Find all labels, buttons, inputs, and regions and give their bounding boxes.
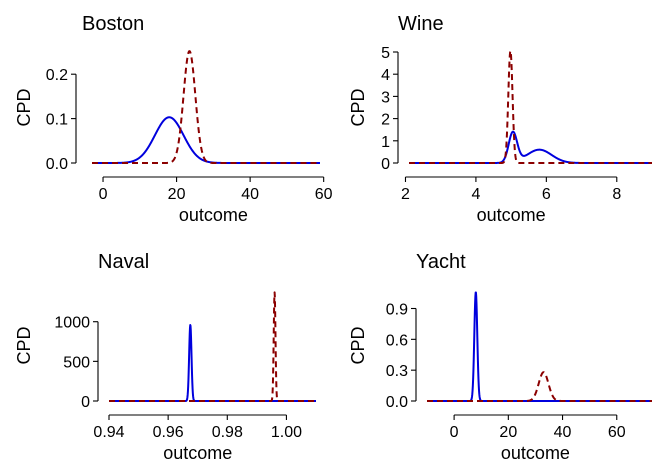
dashed-density-line [91, 50, 321, 164]
dashed-density-line [408, 49, 653, 164]
x-tick-label: 4 [471, 186, 480, 203]
x-axis-label: outcome [477, 205, 546, 225]
solid-density-line [426, 291, 653, 402]
panel-title: Yacht [416, 251, 466, 273]
x-tick-label: 0.94 [93, 424, 124, 441]
y-tick-label: 5 [381, 45, 390, 62]
panel-title: Boston [82, 13, 144, 35]
solid-density-line [91, 116, 321, 164]
x-tick-label: 60 [608, 424, 626, 441]
y-tick-label: 4 [381, 67, 390, 84]
y-tick-label: 0 [381, 156, 390, 173]
y-tick-label: 3 [381, 89, 390, 106]
x-tick-label: 0 [450, 424, 459, 441]
x-tick-label: 0.98 [212, 424, 243, 441]
y-tick-label: 0.2 [46, 67, 68, 84]
x-tick-label: 8 [612, 186, 621, 203]
panel-naval: Naval 0.94 0.96 0.98 1.00 outcome 0 500 1000 CPD [14, 251, 317, 461]
y-tick-label: 0.3 [386, 363, 408, 380]
panel-wine: Wine 2 4 6 8 outcome 0 1 2 3 4 5 CPD [348, 13, 653, 225]
y-tick-label: 0.9 [386, 302, 408, 319]
panel-title: Naval [98, 251, 149, 273]
dashed-density-line [426, 371, 653, 402]
panel-yacht: Yacht 0 20 40 60 outcome 0.0 0.3 0.6 0.9 CPD [348, 251, 653, 461]
x-axis-label: outcome [179, 205, 248, 225]
x-tick-label: 20 [168, 186, 186, 203]
x-tick-label: 60 [315, 186, 333, 203]
solid-density-line [108, 324, 317, 402]
x-axis-label: outcome [501, 443, 570, 461]
x-tick-label: 0 [99, 186, 108, 203]
y-tick-label: 0.0 [386, 394, 408, 411]
y-tick-label: 2 [381, 112, 390, 129]
y-axis-label: CPD [14, 88, 34, 126]
x-axis-label: outcome [163, 443, 232, 461]
y-axis-label: CPD [348, 88, 368, 126]
y-tick-label: 0.6 [386, 332, 408, 349]
x-tick-label: 6 [542, 186, 551, 203]
x-tick-label: 40 [241, 186, 259, 203]
x-tick-label: 1.00 [271, 424, 302, 441]
x-tick-label: 20 [499, 424, 517, 441]
y-tick-label: 500 [63, 354, 90, 371]
y-tick-label: 0 [81, 394, 90, 411]
x-tick-label: 0.96 [153, 424, 184, 441]
y-axis-label: CPD [348, 326, 368, 364]
panel-boston: Boston 0 20 40 60 outcome 0.0 0.1 0.2 CPD [14, 13, 333, 225]
y-tick-label: 0.1 [46, 112, 68, 129]
x-tick-label: 40 [554, 424, 572, 441]
solid-density-line [408, 130, 653, 164]
y-tick-label: 1000 [54, 315, 90, 332]
y-tick-label: 1 [381, 134, 390, 151]
y-axis-label: CPD [14, 326, 34, 364]
panel-title: Wine [398, 13, 444, 35]
dashed-density-line [108, 291, 317, 402]
y-tick-label: 0.0 [46, 156, 68, 173]
x-tick-label: 2 [401, 186, 410, 203]
